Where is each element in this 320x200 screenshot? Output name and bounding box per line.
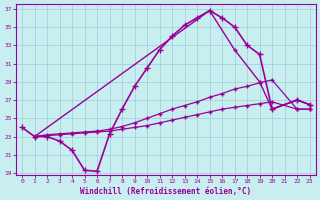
X-axis label: Windchill (Refroidissement éolien,°C): Windchill (Refroidissement éolien,°C) — [80, 187, 252, 196]
